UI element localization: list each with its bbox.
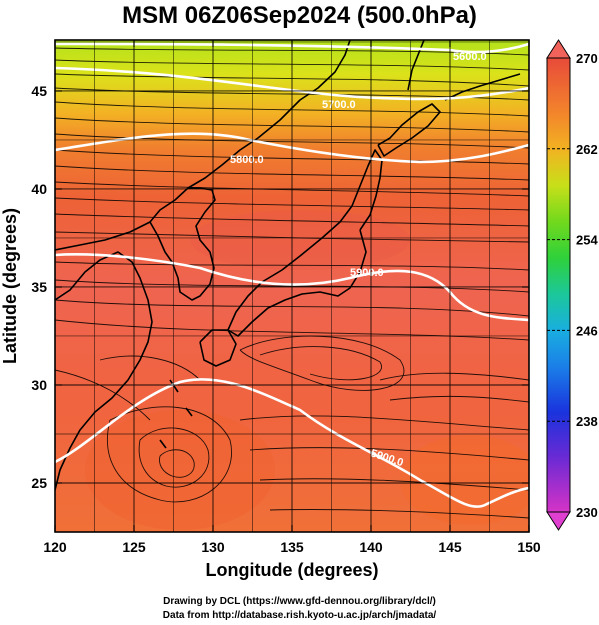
chart-title: MSM 06Z06Sep2024 (500.0hPa) [122, 2, 477, 29]
colorbar-ticks: 230 238 246 254 262 270 [547, 51, 598, 520]
colorbar-label: 246 [576, 323, 598, 338]
colorbar-label: 270 [576, 51, 598, 66]
y-tick-label: 30 [31, 377, 47, 393]
colorbar-label: 262 [576, 142, 598, 157]
y-tick-label: 45 [31, 83, 47, 99]
x-tick-label: 135 [280, 539, 304, 555]
colorbar-gradient [546, 57, 571, 513]
streamlines [55, 47, 529, 519]
credit-drawing: Drawing by DCL (https://www.gfd-dennou.o… [163, 596, 436, 607]
contour-label: 5600.0 [453, 51, 487, 63]
contour-label: 5900.0 [350, 267, 384, 279]
y-tick-label: 25 [31, 475, 47, 491]
colorbar-label: 230 [576, 505, 598, 520]
colorbar-max-arrow [546, 39, 571, 59]
y-axis-label: Latitude (degrees) [0, 208, 20, 364]
x-tick-label: 140 [359, 539, 383, 555]
colorbar-label: 254 [576, 233, 598, 248]
x-tick-label: 120 [43, 539, 67, 555]
y-tick-label: 35 [31, 279, 47, 295]
colorbar: 230 238 246 254 262 270 [546, 39, 598, 531]
x-tick-label: 145 [438, 539, 462, 555]
x-axis-label: Longitude (degrees) [205, 560, 378, 580]
y-axis-ticks: 25 30 35 40 45 [31, 83, 529, 491]
x-tick-label: 125 [122, 539, 146, 555]
x-axis-ticks: 120 125 130 135 140 145 150 [43, 40, 541, 555]
contour-lines [55, 42, 529, 508]
contour-label: 5700.0 [322, 99, 356, 111]
x-tick-label: 130 [201, 539, 225, 555]
y-tick-label: 40 [31, 181, 47, 197]
credit-data: Data from http://database.rish.kyoto-u.a… [162, 610, 437, 621]
contour-label: 5800.0 [230, 154, 264, 166]
colorbar-min-arrow [546, 511, 571, 531]
colorbar-label: 238 [576, 414, 598, 429]
x-tick-label: 150 [517, 539, 541, 555]
